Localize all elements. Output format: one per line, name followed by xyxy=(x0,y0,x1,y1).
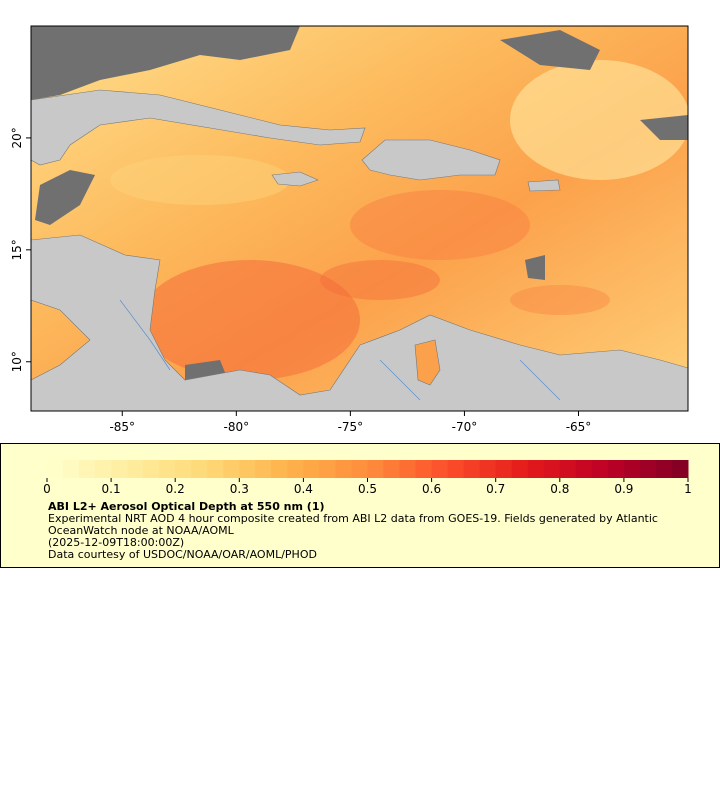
colorbar-cell xyxy=(383,460,401,478)
colorbar-cell xyxy=(543,460,561,478)
colorbar-cell xyxy=(207,460,224,478)
colorbar-cell xyxy=(527,460,545,478)
colorbar-cell xyxy=(175,460,192,478)
colorbar-cell xyxy=(303,460,320,478)
colorbar-cell xyxy=(479,460,497,478)
map-field xyxy=(31,26,688,411)
legend-line: (2025-12-09T18:00:00Z) xyxy=(48,536,184,549)
colorbar-tick-label: 0.5 xyxy=(358,482,377,496)
colorbar-tick-label: 0.8 xyxy=(550,482,569,496)
colorbar-cell xyxy=(575,460,593,478)
colorbar-cell xyxy=(47,460,64,478)
colorbar-cell xyxy=(367,460,385,478)
colorbar-cell xyxy=(463,460,481,478)
colorbar-cell xyxy=(319,460,336,478)
colorbar-cell xyxy=(671,460,689,478)
colorbar-cell xyxy=(223,460,240,478)
legend-line: OceanWatch node at NOAA/AOML xyxy=(48,524,235,537)
x-tick-label: -75° xyxy=(338,420,364,434)
colorbar-cell xyxy=(79,460,96,478)
colorbar-cell xyxy=(143,460,160,478)
x-tick-label: -70° xyxy=(452,420,478,434)
colorbar-tick-label: 1 xyxy=(684,482,692,496)
y-tick-label: 10° xyxy=(10,351,24,372)
colorbar-cell xyxy=(191,460,208,478)
colorbar-cell xyxy=(415,460,433,478)
colorbar-cell xyxy=(399,460,417,478)
colorbar-tick-label: 0.4 xyxy=(294,482,313,496)
colorbar-cell xyxy=(159,460,176,478)
colorbar-cell xyxy=(447,460,465,478)
legend-line: Experimental NRT AOD 4 hour composite cr… xyxy=(48,512,658,525)
colorbar-tick-label: 0 xyxy=(43,482,51,496)
y-tick-label: 20° xyxy=(10,127,24,148)
x-tick-label: -80° xyxy=(224,420,250,434)
colorbar-cell xyxy=(511,460,529,478)
colorbar-tick-label: 0.7 xyxy=(486,482,505,496)
x-tick-label: -85° xyxy=(109,420,135,434)
legend-title: ABI L2+ Aerosol Optical Depth at 550 nm … xyxy=(48,500,325,513)
colorbar-cell xyxy=(335,460,352,478)
colorbar-cell xyxy=(655,460,673,478)
colorbar-tick-label: 0.9 xyxy=(614,482,633,496)
colorbar-cell xyxy=(607,460,625,478)
colorbar-tick-label: 0.6 xyxy=(422,482,441,496)
colorbar-cell xyxy=(623,460,641,478)
colorbar-cell xyxy=(287,460,304,478)
colorbar-cell xyxy=(239,460,256,478)
colorbar-cell xyxy=(63,460,80,478)
x-tick-label: -65° xyxy=(566,420,592,434)
colorbar-cell xyxy=(271,460,288,478)
colorbar-cell xyxy=(495,460,513,478)
colorbar-cell xyxy=(559,460,577,478)
map-frame xyxy=(30,25,689,412)
colorbar-tick-label: 0.3 xyxy=(230,482,249,496)
colorbar-cell xyxy=(127,460,144,478)
colorbar-cell xyxy=(111,460,128,478)
colorbar-cell xyxy=(351,460,368,478)
colorbar-tick-label: 0.2 xyxy=(166,482,185,496)
y-tick-label: 15° xyxy=(10,239,24,260)
colorbar-cell xyxy=(639,460,657,478)
colorbar-cell xyxy=(95,460,112,478)
colorbar-cell xyxy=(431,460,449,478)
colorbar-tick-label: 0.1 xyxy=(102,482,121,496)
colorbar-cell xyxy=(591,460,609,478)
legend-line: Data courtesy of USDOC/NOAA/OAR/AOML/PHO… xyxy=(48,548,317,561)
colorbar-cell xyxy=(255,460,272,478)
